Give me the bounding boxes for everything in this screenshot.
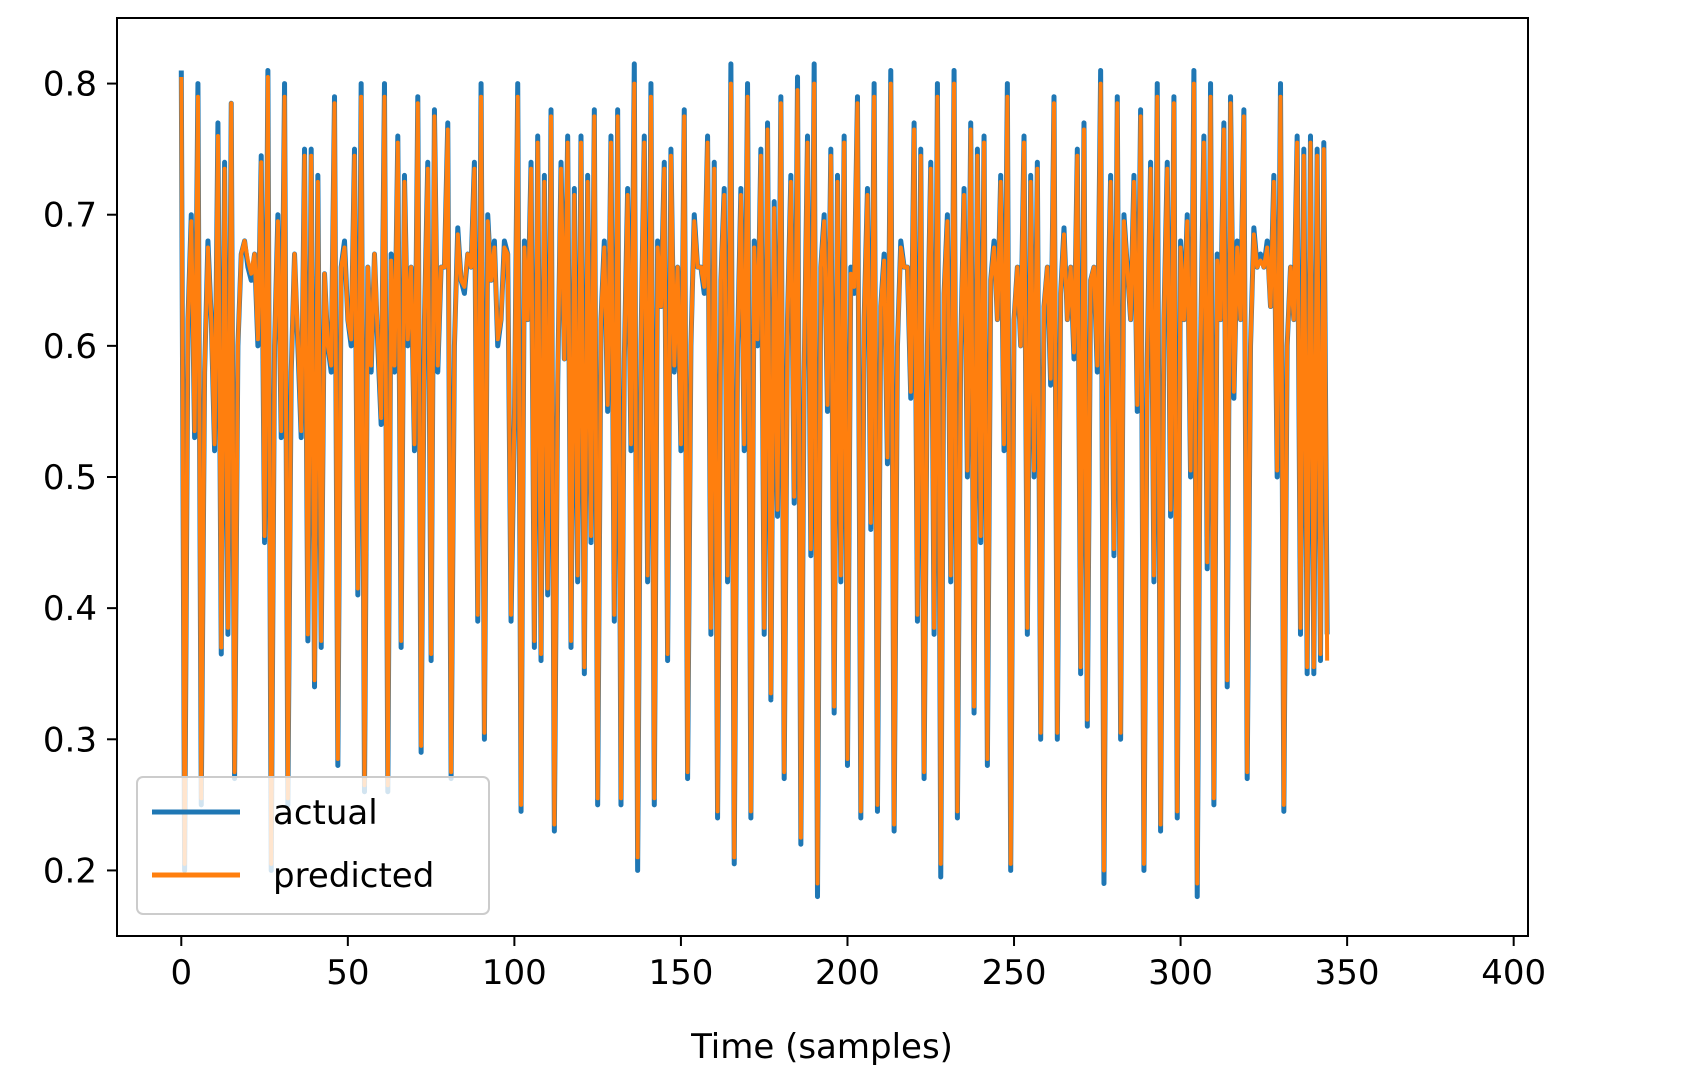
- x-tick-label: 250: [982, 953, 1047, 993]
- y-axis: 0.2 0.3 0.4 0.5 0.6 0.7 0.8: [43, 65, 117, 891]
- x-tick-label: 150: [648, 953, 713, 993]
- x-tick-label: 200: [815, 953, 880, 993]
- y-tick-label: 0.6: [43, 327, 97, 367]
- x-axis-label: Time (samples): [690, 1027, 953, 1067]
- legend: actual predicted: [136, 776, 490, 915]
- x-tick-label: 400: [1481, 953, 1546, 993]
- x-tick-label: 300: [1148, 953, 1213, 993]
- y-tick-label: 0.2: [43, 851, 97, 891]
- x-tick-label: 100: [482, 953, 547, 993]
- y-tick-label: 0.8: [43, 65, 97, 105]
- series-layer: [178, 61, 1330, 900]
- legend-label-actual: actual: [273, 793, 378, 833]
- y-tick-label: 0.3: [43, 720, 97, 760]
- x-axis: 0 50 100 150 200 250 300 350 400: [170, 936, 1546, 993]
- x-tick-label: 350: [1315, 953, 1380, 993]
- legend-label-predicted: predicted: [273, 856, 434, 896]
- y-tick-label: 0.4: [43, 589, 97, 629]
- y-tick-label: 0.5: [43, 458, 97, 498]
- series-line-predicted: [179, 75, 1330, 886]
- y-tick-label: 0.7: [43, 196, 97, 236]
- x-tick-label: 0: [170, 953, 192, 993]
- x-tick-label: 50: [326, 953, 369, 993]
